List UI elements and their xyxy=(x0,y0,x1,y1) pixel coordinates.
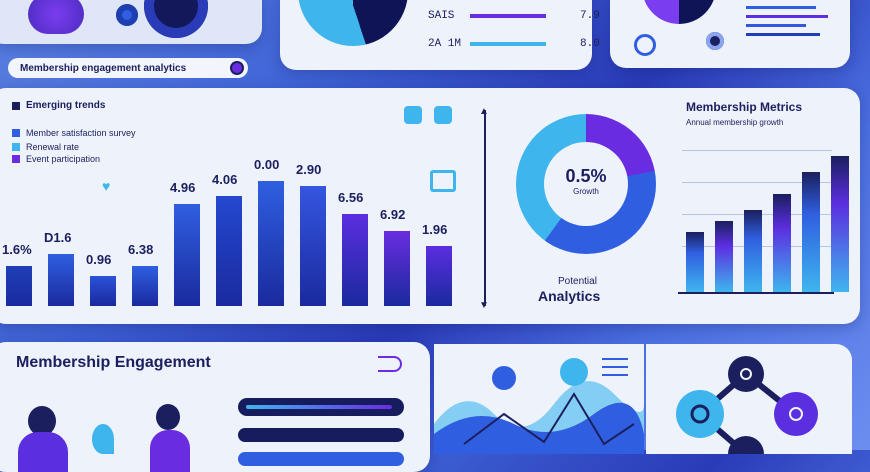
bar-11 xyxy=(426,246,452,306)
blue-dot-icon xyxy=(116,4,138,26)
person-right xyxy=(156,404,180,430)
row-2-value: 8.0 xyxy=(580,38,600,50)
network-diagram xyxy=(676,356,818,454)
bar-1 xyxy=(6,266,32,306)
wave-legend xyxy=(602,358,628,376)
legend-title-text: Emerging trends xyxy=(26,100,106,111)
top-center-card: SAIS 7.9 2A 1M 8.0 xyxy=(280,0,600,70)
bar-7 xyxy=(258,181,284,306)
bar-3 xyxy=(90,276,116,306)
arrow-down-icon: ▼ xyxy=(479,300,489,311)
bar-10 xyxy=(384,231,410,306)
legend-item-2-text: Renewal rate xyxy=(26,142,80,152)
badge-icon-2 xyxy=(434,106,452,124)
person-left xyxy=(28,406,56,436)
bar-4 xyxy=(132,266,158,306)
bar-label-2: D1.6 xyxy=(44,229,72,245)
heart-icon: ♥ xyxy=(102,178,111,194)
donut-caption-2: Analytics xyxy=(538,288,601,304)
bar-label-11: 1.96 xyxy=(422,222,448,237)
legend-item-3-text: Event participation xyxy=(26,154,101,164)
donut-caption-1: Potential xyxy=(558,276,597,287)
top-pie-chart xyxy=(298,0,408,46)
bar-label-10: 6.92 xyxy=(380,207,406,222)
bar-label-5: 4.96 xyxy=(170,179,196,195)
toggle-switch[interactable] xyxy=(378,356,402,372)
progress-bar-2 xyxy=(238,428,404,442)
progress-bar-3 xyxy=(238,452,404,466)
metrics-subtitle: Annual membership growth xyxy=(686,118,784,127)
metrics-bar-6 xyxy=(831,155,849,292)
top-right-card xyxy=(610,0,850,68)
banner: Membership engagement analytics xyxy=(8,58,248,78)
legend-item-1: Member satisfaction survey xyxy=(12,128,136,138)
image-icon xyxy=(430,170,456,192)
bar-8 xyxy=(300,186,326,306)
donut-center-sub: Growth xyxy=(573,187,599,196)
top-right-pie xyxy=(642,0,716,24)
metrics-bar-1 xyxy=(686,232,704,292)
row-2-label: 2A 1M xyxy=(428,38,462,50)
network-card xyxy=(646,344,852,454)
progress-bar-1 xyxy=(238,398,404,416)
vertical-axis-arrow xyxy=(484,110,486,306)
bar-label-1: 1.6% xyxy=(2,242,32,257)
main-bar-chart: 1.6% D1.6 0.96 6.38 4.96 4.06 0.00 2.90 6.56 6.92… xyxy=(2,88,466,306)
bar-5 xyxy=(174,203,200,306)
bar-label-4: 6.38 xyxy=(128,242,154,257)
bar-label-8: 2.90 xyxy=(296,162,322,177)
row-1-label: SAIS xyxy=(428,10,455,22)
metrics-bar-4 xyxy=(773,193,791,292)
legend-title: Emerging trends xyxy=(12,100,105,111)
plant-icon xyxy=(92,424,114,454)
main-chart-panel: Emerging trends Member satisfaction surv… xyxy=(0,88,860,324)
person-left-body xyxy=(18,432,68,472)
donut-chart: 0.5% Growth xyxy=(516,114,656,254)
metrics-title: Membership Metrics xyxy=(686,100,803,114)
engagement-title: Membership Engagement xyxy=(16,354,211,371)
row-1-bar xyxy=(470,14,546,18)
legend-item-3: Event participation xyxy=(12,154,100,164)
row-1: SAIS 7.9 xyxy=(428,10,600,22)
dark-ring-icon xyxy=(144,0,208,38)
bar-6 xyxy=(216,196,242,306)
user-icon xyxy=(706,32,724,50)
bar-label-7: 0.00 xyxy=(254,157,280,172)
coin-icon xyxy=(634,34,656,56)
donut-center-value: 0.5% xyxy=(565,166,607,186)
metrics-baseline xyxy=(678,292,834,294)
engagement-panel: Membership Engagement xyxy=(0,342,430,472)
row-1-value: 7.9 xyxy=(580,10,600,22)
row-2: 2A 1M 8.0 xyxy=(428,38,600,50)
metrics-bar-5 xyxy=(802,172,820,292)
legend-item-1-text: Member satisfaction survey xyxy=(26,128,136,138)
bar-9 xyxy=(342,213,368,306)
bar-label-3: 0.96 xyxy=(86,252,112,267)
legend-item-2: Renewal rate xyxy=(12,142,79,152)
bar-label-9: 6.56 xyxy=(338,189,364,205)
wave-chart xyxy=(434,358,644,454)
metrics-bar-3 xyxy=(744,210,762,292)
toggle-icon[interactable] xyxy=(232,63,242,73)
bar-2 xyxy=(48,253,74,306)
row-2-bar xyxy=(470,42,546,46)
bar-label-6: 4.06 xyxy=(212,172,238,187)
arrow-up-icon: ▲ xyxy=(479,106,489,117)
person-right-body xyxy=(150,430,190,472)
top-left-card xyxy=(0,0,262,44)
badge-icon-1 xyxy=(404,106,422,124)
metrics-bar-2 xyxy=(715,221,733,292)
purple-orb-icon xyxy=(28,0,84,34)
banner-text: Membership engagement analytics xyxy=(20,62,187,74)
wave-card xyxy=(434,344,644,454)
top-right-lines xyxy=(746,6,828,36)
metrics-bar-chart xyxy=(686,142,849,292)
